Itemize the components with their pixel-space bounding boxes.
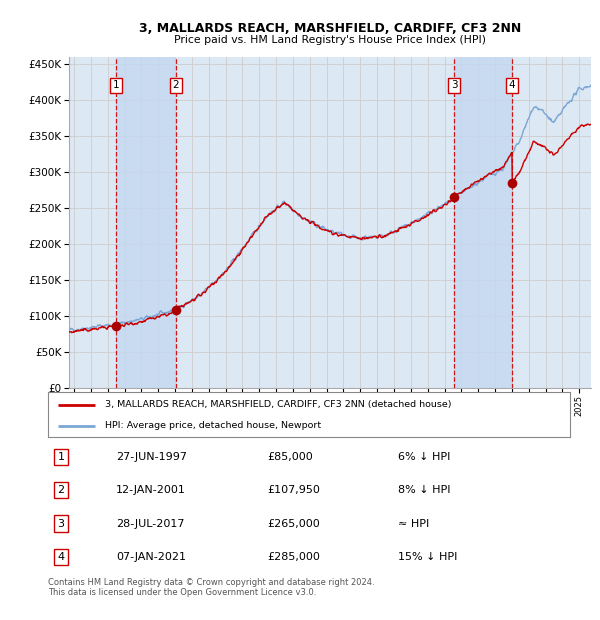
Text: 4: 4 bbox=[58, 552, 65, 562]
Text: 4: 4 bbox=[509, 80, 515, 90]
Text: 27-JUN-1997: 27-JUN-1997 bbox=[116, 452, 187, 462]
Text: 6% ↓ HPI: 6% ↓ HPI bbox=[398, 452, 450, 462]
Text: Contains HM Land Registry data © Crown copyright and database right 2024.
This d: Contains HM Land Registry data © Crown c… bbox=[48, 578, 374, 597]
Text: ≈ HPI: ≈ HPI bbox=[398, 518, 429, 528]
Text: 2: 2 bbox=[58, 485, 65, 495]
Text: HPI: Average price, detached house, Newport: HPI: Average price, detached house, Newp… bbox=[106, 421, 322, 430]
Text: £107,950: £107,950 bbox=[267, 485, 320, 495]
Text: 2: 2 bbox=[172, 80, 179, 90]
Bar bbox=[116, 57, 176, 388]
Text: £265,000: £265,000 bbox=[267, 518, 320, 528]
Text: 12-JAN-2001: 12-JAN-2001 bbox=[116, 485, 186, 495]
Text: £285,000: £285,000 bbox=[267, 552, 320, 562]
Text: 3, MALLARDS REACH, MARSHFIELD, CARDIFF, CF3 2NN: 3, MALLARDS REACH, MARSHFIELD, CARDIFF, … bbox=[139, 22, 521, 35]
Text: 3: 3 bbox=[58, 518, 65, 528]
Text: 15% ↓ HPI: 15% ↓ HPI bbox=[398, 552, 457, 562]
Text: £85,000: £85,000 bbox=[267, 452, 313, 462]
Text: 3, MALLARDS REACH, MARSHFIELD, CARDIFF, CF3 2NN (detached house): 3, MALLARDS REACH, MARSHFIELD, CARDIFF, … bbox=[106, 400, 452, 409]
Text: 1: 1 bbox=[113, 80, 119, 90]
Bar bbox=[454, 57, 512, 388]
Text: 8% ↓ HPI: 8% ↓ HPI bbox=[398, 485, 450, 495]
Text: 28-JUL-2017: 28-JUL-2017 bbox=[116, 518, 184, 528]
Text: Price paid vs. HM Land Registry's House Price Index (HPI): Price paid vs. HM Land Registry's House … bbox=[174, 35, 486, 45]
Text: 3: 3 bbox=[451, 80, 457, 90]
Text: 07-JAN-2021: 07-JAN-2021 bbox=[116, 552, 186, 562]
Text: 1: 1 bbox=[58, 452, 65, 462]
